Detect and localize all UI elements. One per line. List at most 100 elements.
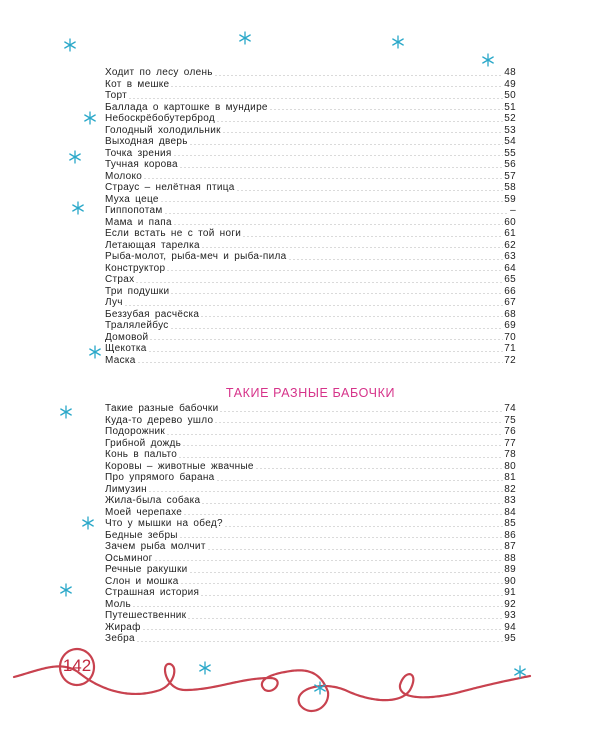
toc-entry: Жираф 94 xyxy=(105,622,516,634)
entry-title: Домовой xyxy=(105,331,149,343)
toc-entry: Речные ракушки 89 xyxy=(105,564,516,576)
entry-title: Небоскрёбобутерброд xyxy=(105,113,216,124)
toc-entry: Луч 67 xyxy=(105,297,516,309)
entry-title: Слон и мошка xyxy=(105,575,179,587)
entry-page: 59 xyxy=(504,193,516,205)
entry-title: Мама и папа xyxy=(105,216,172,228)
entry-title: Муха цеце xyxy=(105,193,159,205)
dot-leader xyxy=(287,258,504,260)
entry-title: Конь в пальто xyxy=(105,449,178,460)
toc-entry: Куда-то дерево ушло 75 xyxy=(105,415,516,427)
entry-page: 95 xyxy=(504,633,516,644)
entry-title: Рыба-молот, рыба-меч и рыба-пила xyxy=(105,251,287,262)
entry-page: 55 xyxy=(504,147,516,159)
dot-leader xyxy=(214,422,504,423)
entry-title: Такие разные бабочки xyxy=(105,403,219,414)
entry-title: Беззубая расчёска xyxy=(105,308,200,320)
dot-leader xyxy=(268,109,504,110)
entry-title: Страх xyxy=(105,274,135,285)
entry-title: Лимузин xyxy=(105,483,147,495)
toc-entry: Кот в мешке 49 xyxy=(105,79,516,91)
dot-leader xyxy=(149,339,504,340)
entry-page: 84 xyxy=(504,506,516,518)
snowflake-icon xyxy=(84,111,96,125)
toc-entry: Торт 50 xyxy=(105,90,516,102)
dot-leader xyxy=(188,571,504,573)
entry-page: 63 xyxy=(504,251,516,262)
entry-title: Куда-то дерево ушло xyxy=(105,414,214,426)
toc-entry: Щекотка 71 xyxy=(105,343,516,355)
toc-entry: Путешественник 93 xyxy=(105,610,516,622)
toc-section-2: Такие разные бабочки 74 Куда-то дерево ушл… xyxy=(105,403,516,645)
dot-leader xyxy=(136,362,504,363)
entry-page: 57 xyxy=(504,170,516,182)
entry-title: Ходит по лесу олень xyxy=(105,67,213,78)
toc-entry: Если встать не с той ноги 61 xyxy=(105,228,516,240)
dot-leader xyxy=(170,293,504,294)
entry-title: Подорожник xyxy=(105,426,166,437)
toc-entry: Небоскрёбобутерброд 52 xyxy=(105,113,516,125)
dot-leader xyxy=(178,456,504,458)
snowflake-icon xyxy=(64,38,76,52)
entry-title: Три подушки xyxy=(105,285,170,297)
entry-title: Жила-была собака xyxy=(105,495,201,506)
entry-page: 91 xyxy=(504,587,516,598)
toc-entry: Про упрямого барана 81 xyxy=(105,472,516,484)
toc-entry: Бедные зебры 86 xyxy=(105,530,516,542)
toc-entry: Молоко 57 xyxy=(105,171,516,183)
toc-entry: Три подушки 66 xyxy=(105,286,516,298)
toc-entry: Мама и папа 60 xyxy=(105,217,516,229)
entry-page: 54 xyxy=(504,136,516,147)
entry-page: 56 xyxy=(504,159,516,170)
dot-leader xyxy=(206,548,504,550)
toc-entry: Беззубая расчёска 68 xyxy=(105,309,516,321)
toc-entry: Конь в пальто 78 xyxy=(105,449,516,461)
entry-page: 74 xyxy=(504,403,516,414)
dot-leader xyxy=(221,132,504,133)
dot-leader xyxy=(172,155,504,156)
toc-entry: Домовой 70 xyxy=(105,332,516,344)
entry-title: Точка зрения xyxy=(105,147,172,159)
entry-title: Кот в мешке xyxy=(105,78,170,90)
snowflake-icon xyxy=(314,681,326,695)
entry-page: 78 xyxy=(504,449,516,460)
entry-page: 64 xyxy=(504,262,516,274)
snowflake-icon xyxy=(60,405,72,419)
toc-entry: Ходит по лесу олень 48 xyxy=(105,67,516,79)
snowflake-icon xyxy=(482,53,494,67)
entry-page: 70 xyxy=(504,331,516,343)
entry-title: Летающая тарелка xyxy=(105,239,200,251)
entry-title: Молоко xyxy=(105,170,143,182)
dot-leader xyxy=(219,410,504,412)
dot-leader xyxy=(169,327,504,329)
section-heading: ТАКИЕ РАЗНЫЕ БАБОЧКИ xyxy=(225,386,396,400)
dot-leader xyxy=(178,166,504,168)
toc-entry: Летающая тарелка 62 xyxy=(105,240,516,252)
entry-title: Щекотка xyxy=(105,343,147,354)
toc-entry: Зебра 95 xyxy=(105,633,516,645)
dot-leader xyxy=(135,640,504,642)
yarn-string xyxy=(12,662,532,712)
toc-entry: Грибной дождь 77 xyxy=(105,438,516,450)
entry-title: Гиппопотам xyxy=(105,205,163,216)
toc-entry: Точка зрения 55 xyxy=(105,148,516,160)
dot-leader xyxy=(183,514,504,515)
entry-page: 68 xyxy=(504,308,516,320)
entry-page: 53 xyxy=(504,124,516,136)
dot-leader xyxy=(178,537,504,538)
entry-title: Тралялейбус xyxy=(105,320,169,331)
dot-leader xyxy=(200,594,504,596)
entry-page: 48 xyxy=(504,67,516,78)
entry-page: 58 xyxy=(504,182,516,193)
toc-section-1: Ходит по лесу олень 48 Кот в мешке 49 Торт 50… xyxy=(105,67,516,366)
entry-title: Грибной дождь xyxy=(105,437,182,449)
entry-page: 65 xyxy=(504,274,516,285)
entry-title: Голодный холодильник xyxy=(105,124,221,136)
entry-page: 93 xyxy=(504,610,516,621)
toc-entry: Страх 65 xyxy=(105,274,516,286)
toc-entry: Моей черепахе 84 xyxy=(105,507,516,519)
entry-page: 76 xyxy=(504,426,516,437)
toc-entry: Коровы – животные жвачные 80 xyxy=(105,461,516,473)
entry-page: – xyxy=(510,205,516,216)
entry-title: Если встать не с той ноги xyxy=(105,228,242,239)
